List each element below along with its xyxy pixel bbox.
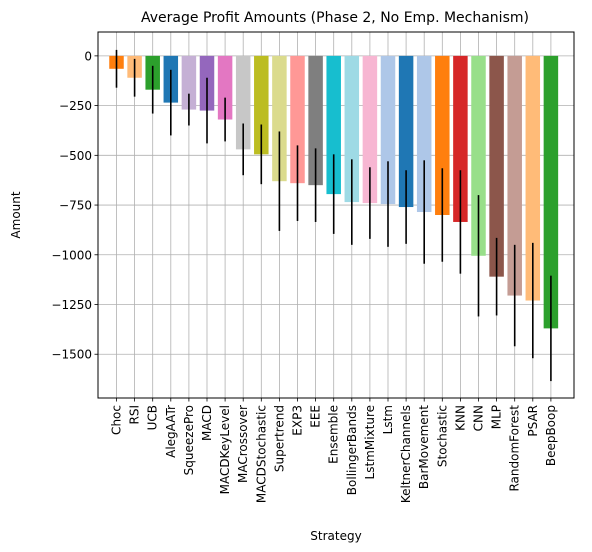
bar-exp3 <box>290 55 305 184</box>
bar-cnn <box>471 55 486 256</box>
x-tick-label: UCB <box>146 405 160 430</box>
y-tick-label: −1000 <box>51 248 92 262</box>
x-tick-label: RSI <box>128 405 142 425</box>
y-tick-label: −1500 <box>51 348 92 362</box>
bars-layer <box>109 55 559 329</box>
y-axis-ticks: 0 −250 −500 −750 −1000 −1250 −1500 <box>51 49 98 362</box>
x-tick-label: MACD <box>200 405 214 441</box>
bar-beepboop <box>543 55 559 329</box>
error-bars-layer <box>115 49 552 382</box>
bar-barmovement <box>416 55 432 213</box>
bar-bollingerbands <box>344 55 360 203</box>
x-tick-label: Ensemble <box>327 405 341 464</box>
x-tick-label: SqueezePro <box>182 405 196 475</box>
x-tick-label: CNN <box>472 405 486 431</box>
bar-randomforest <box>507 55 522 296</box>
x-tick-label: KeltnerChannels <box>399 405 413 503</box>
x-tick-label: MACDStochastic <box>254 405 268 503</box>
bar-keltnerchannels <box>398 55 414 208</box>
bar-stochastic <box>435 55 450 215</box>
bar-macdstochastic <box>254 55 269 155</box>
bar-lstmmixture <box>362 55 378 204</box>
y-tick-label: −500 <box>59 149 92 163</box>
x-tick-label: PSAR <box>526 405 540 437</box>
x-tick-label: MACDKeyLevel <box>218 405 232 494</box>
y-tick-label: −750 <box>59 199 92 213</box>
x-tick-label: EEE <box>309 405 323 428</box>
x-tick-label: BollingerBands <box>345 405 359 495</box>
bar-squeezepro <box>181 55 197 110</box>
x-tick-label: Supertrend <box>272 405 286 472</box>
plot-frame <box>97 31 575 399</box>
x-tick-label: LstmMixture <box>363 405 377 479</box>
y-tick-label: −250 <box>59 99 92 113</box>
bar-supertrend <box>272 55 287 182</box>
bar-knn <box>453 55 468 222</box>
x-tick-label: AlegAATr <box>164 405 178 458</box>
y-axis-title: Amount <box>9 191 23 238</box>
x-tick-label: BarMovement <box>417 405 431 489</box>
x-tick-label: RandomForest <box>508 405 522 492</box>
x-tick-label: MLP <box>490 405 504 429</box>
x-axis-title: Strategy <box>310 529 361 543</box>
x-axis-ticks: Choc RSI UCB AlegAATr SqueezePro MACD MACDKeyL… <box>110 398 558 503</box>
y-tick-label: −1250 <box>51 298 92 312</box>
y-tick-label: 0 <box>84 49 92 63</box>
x-tick-label: EXP3 <box>291 405 305 436</box>
bar-lstm <box>380 55 396 205</box>
x-tick-label: Lstm <box>381 405 395 434</box>
bar-eee <box>308 55 323 186</box>
x-tick-label: KNN <box>453 405 467 431</box>
x-tick-label: BeepBoop <box>544 405 558 466</box>
bar-macrossover <box>235 55 251 150</box>
x-tick-label: Choc <box>110 405 124 435</box>
bar-psar <box>525 55 541 301</box>
bar-mlp <box>489 55 504 277</box>
bar-ensemble <box>326 55 341 195</box>
x-tick-label: Stochastic <box>435 405 449 467</box>
x-tick-label: MACrossover <box>236 405 250 483</box>
chart-title: Average Profit Amounts (Phase 2, No Emp.… <box>141 10 529 26</box>
bar-macdkeylevel <box>217 55 233 120</box>
